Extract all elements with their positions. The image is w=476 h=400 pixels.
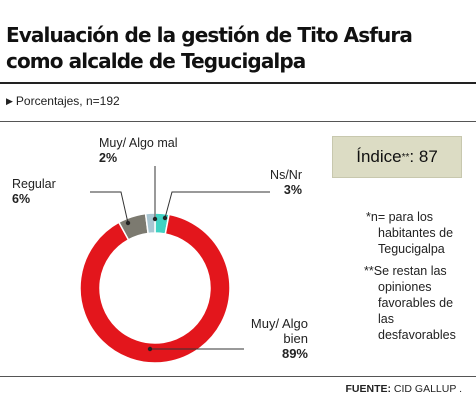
note-index: **Se restan las opiniones favorables de … (364, 263, 456, 343)
top-rule (0, 82, 476, 84)
chart-title: Evaluación de la gestión de Tito Asfura … (6, 22, 446, 74)
index-mark: ** (401, 151, 410, 163)
note-line: opiniones (378, 280, 432, 294)
note-line: habitantes de (378, 226, 454, 240)
triangle-bullet-icon: ▶ (6, 96, 13, 106)
subtitle-rule (0, 121, 476, 122)
note-n: *n= para los habitantes de Tegucigalpa (366, 209, 453, 257)
bottom-rule (0, 376, 476, 377)
title-line-1: Evaluación de la gestión de Tito Asfura (6, 23, 413, 47)
index-label: Índice (356, 147, 402, 166)
index-value: 87 (418, 147, 438, 166)
source-label: FUENTE: (345, 383, 391, 395)
source-value: CID GALLUP . (393, 383, 462, 395)
leader-line-ns-nr (164, 191, 270, 219)
slice-name: Muy/ Algo mal (99, 136, 178, 150)
label-muy-algo-mal: Muy/ Algo mal 2% (99, 136, 178, 166)
slice-name: Ns/Nr (270, 168, 302, 182)
label-ns-nr: Ns/Nr 3% (268, 168, 302, 198)
label-muy-algo-bien: Muy/ Algo bien 89% (246, 316, 308, 361)
title-line-2: como alcalde de Tegucigalpa (6, 49, 306, 73)
slice-value: 6% (12, 192, 31, 206)
note-line: desfavorables (378, 328, 456, 342)
note-line: Tegucigalpa (378, 242, 445, 256)
leader-dot (147, 346, 153, 352)
subtitle-text: Porcentajes, n=192 (15, 94, 120, 108)
leader-dot (152, 216, 158, 222)
subtitle: ▶ Porcentajes, n=192 (6, 94, 120, 108)
note-line: favorables de (378, 296, 454, 310)
leader-line-regular (90, 191, 129, 224)
label-regular: Regular 6% (12, 177, 56, 207)
index-suffix: : (409, 147, 415, 166)
slice-muy-algo-mal (144, 212, 156, 235)
slice-name: Muy/ Algo bien (250, 316, 308, 346)
note-line: **Se restan las (364, 264, 447, 278)
index-box: Índice **: 87 (332, 136, 462, 178)
slice-value: 3% (283, 183, 302, 197)
slice-value: 2% (99, 151, 118, 165)
source: FUENTE: CID GALLUP . (345, 383, 462, 395)
slice-name: Regular (12, 177, 56, 191)
note-line: las (378, 312, 394, 326)
note-line: *n= para los (366, 210, 434, 224)
slice-value: 89% (281, 346, 308, 361)
slice-muy-algo-bien (79, 213, 231, 364)
leader-dot (162, 215, 168, 221)
leader-dot (125, 220, 131, 226)
